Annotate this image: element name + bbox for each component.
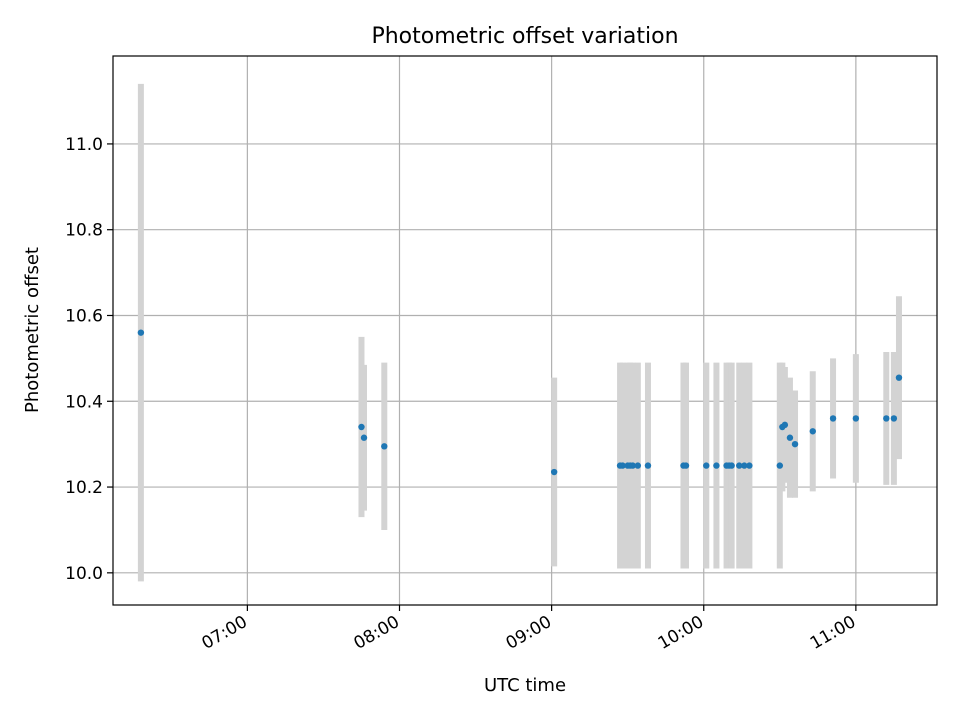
- y-tick-label: 10.0: [65, 564, 103, 584]
- data-point: [776, 462, 784, 469]
- x-axis-label: UTC time: [484, 675, 566, 696]
- data-point: [644, 462, 652, 469]
- data-point: [381, 443, 388, 450]
- y-tick-label: 10.2: [65, 478, 103, 498]
- data-point: [809, 428, 816, 435]
- y-tick-label: 10.4: [65, 392, 103, 412]
- data-point: [781, 421, 789, 429]
- data-points: [137, 329, 903, 476]
- data-point: [550, 468, 558, 476]
- y-tick-label: 10.8: [65, 221, 103, 241]
- data-point: [629, 462, 636, 469]
- data-point: [895, 374, 903, 381]
- data-point: [883, 415, 890, 422]
- data-point: [741, 462, 748, 469]
- data-point: [852, 415, 860, 422]
- data-point: [682, 462, 690, 469]
- data-point: [746, 462, 753, 469]
- data-point: [360, 434, 368, 441]
- chart-title: Photometric offset variation: [371, 24, 678, 49]
- data-point: [786, 434, 794, 441]
- data-point: [890, 415, 898, 422]
- plot-frame: [112, 55, 938, 606]
- data-point: [703, 462, 710, 469]
- data-point: [728, 462, 735, 469]
- grid-lines: [113, 56, 937, 605]
- data-point: [634, 462, 642, 469]
- data-point: [137, 329, 145, 336]
- y-tick-label: 10.6: [65, 306, 103, 326]
- data-point: [791, 440, 799, 448]
- y-tick-label: 11.0: [65, 135, 103, 155]
- data-point: [358, 423, 365, 431]
- data-point: [736, 462, 743, 469]
- data-point: [713, 462, 720, 469]
- y-axis-label: Photometric offset: [22, 247, 43, 413]
- data-point: [619, 462, 626, 469]
- data-point: [829, 415, 837, 422]
